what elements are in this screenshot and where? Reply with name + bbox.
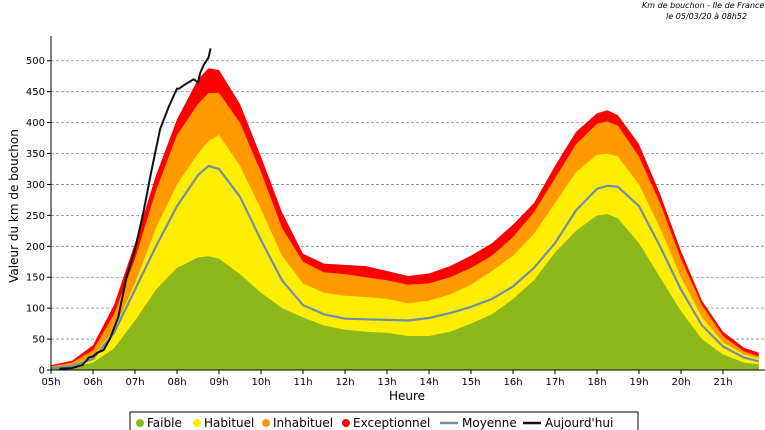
legend-label: Exceptionnel bbox=[353, 416, 430, 430]
y-tick-label: 350 bbox=[26, 149, 45, 160]
legend-item-aujourdhui: Aujourd'hui bbox=[523, 416, 613, 430]
header-line-1: Km de bouchon - Ile de France bbox=[642, 1, 764, 10]
x-tick-label: 21h bbox=[713, 377, 732, 388]
y-tick-label: 400 bbox=[26, 118, 45, 129]
header-line-2: le 05/03/20 à 08h52 bbox=[666, 12, 747, 21]
legend-label: Habituel bbox=[204, 416, 254, 430]
y-tick-label: 250 bbox=[26, 211, 45, 222]
area-faible bbox=[51, 214, 759, 370]
legend-swatch bbox=[262, 419, 270, 427]
y-tick-label: 450 bbox=[26, 87, 45, 98]
chart-header: Km de bouchon - Ile de France le 05/03/2… bbox=[642, 1, 764, 21]
x-tick-label: 18h bbox=[587, 377, 606, 388]
x-tick-label: 20h bbox=[671, 377, 690, 388]
legend-item-faible: Faible bbox=[136, 416, 182, 430]
legend-swatch bbox=[193, 419, 201, 427]
x-tick-labels: 05h 06h 07h 08h 09h 10h 11h 12h 13h 14h 15h 16h 17h 1… bbox=[41, 370, 733, 388]
x-tick-label: 13h bbox=[377, 377, 396, 388]
x-tick-label: 15h bbox=[461, 377, 480, 388]
x-tick-label: 14h bbox=[419, 377, 438, 388]
y-tick-label: 300 bbox=[26, 180, 45, 191]
y-tick-label: 50 bbox=[32, 335, 45, 346]
legend-label: Moyenne bbox=[462, 416, 517, 430]
x-tick-label: 08h bbox=[167, 377, 186, 388]
legend: Faible Habituel Inhabituel Exceptionnel Moye… bbox=[129, 411, 639, 430]
x-tick-label: 17h bbox=[545, 377, 564, 388]
y-tick-label: 100 bbox=[26, 304, 45, 315]
line-series bbox=[50, 48, 759, 370]
legend-label: Faible bbox=[147, 416, 182, 430]
x-axis-title: Heure bbox=[389, 389, 425, 403]
legend-item-inhabituel: Inhabituel bbox=[262, 416, 333, 430]
line-aujourdhui bbox=[59, 48, 212, 370]
y-axis-title: Valeur du km de bouchon bbox=[7, 129, 21, 283]
x-tick-label: 11h bbox=[293, 377, 312, 388]
area-series bbox=[51, 68, 759, 371]
y-tick-label: 150 bbox=[26, 273, 45, 284]
x-tick-label: 09h bbox=[209, 377, 228, 388]
legend-item-moyenne: Moyenne bbox=[440, 416, 517, 430]
legend-swatch bbox=[342, 419, 350, 427]
line-moyenne bbox=[50, 164, 759, 370]
x-tick-label: 06h bbox=[83, 377, 102, 388]
legend-box bbox=[129, 411, 639, 430]
legend-swatch bbox=[136, 419, 144, 427]
y-tick-labels: 0 50 100 150 200 250 300 350 400 450 500 bbox=[26, 56, 51, 377]
x-tick-label: 07h bbox=[125, 377, 144, 388]
x-tick-label: 10h bbox=[251, 377, 270, 388]
legend-item-exceptionnel: Exceptionnel bbox=[342, 416, 430, 430]
legend-item-habituel: Habituel bbox=[193, 416, 254, 430]
legend-label: Aujourd'hui bbox=[545, 416, 613, 430]
x-tick-label: 12h bbox=[335, 377, 354, 388]
x-tick-label: 05h bbox=[41, 377, 60, 388]
x-tick-label: 19h bbox=[629, 377, 648, 388]
legend-label: Inhabituel bbox=[273, 416, 333, 430]
x-tick-label: 16h bbox=[503, 377, 522, 388]
y-tick-label: 500 bbox=[26, 56, 45, 67]
y-tick-label: 200 bbox=[26, 242, 45, 253]
y-tick-label: 0 bbox=[39, 366, 45, 377]
